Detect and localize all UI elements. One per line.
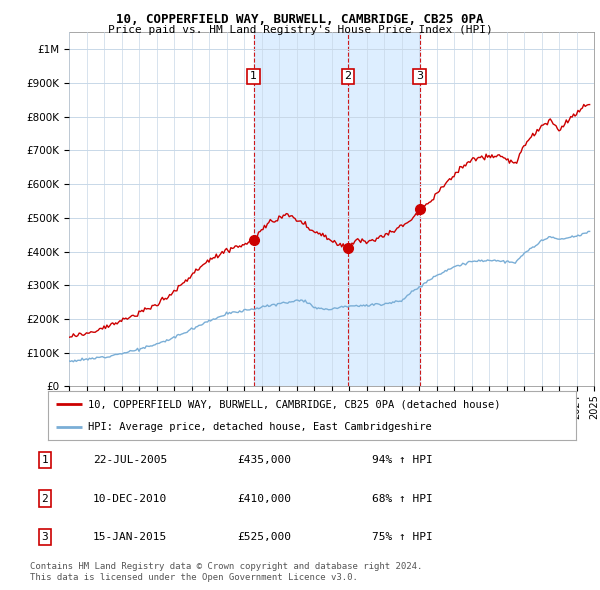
Text: £525,000: £525,000 xyxy=(237,532,291,542)
Text: 3: 3 xyxy=(41,532,49,542)
Text: 22-JUL-2005: 22-JUL-2005 xyxy=(93,455,167,465)
Text: 10, COPPERFIELD WAY, BURWELL, CAMBRIDGE, CB25 0PA: 10, COPPERFIELD WAY, BURWELL, CAMBRIDGE,… xyxy=(116,13,484,26)
Text: Price paid vs. HM Land Registry's House Price Index (HPI): Price paid vs. HM Land Registry's House … xyxy=(107,25,493,35)
Text: 2: 2 xyxy=(41,494,49,503)
Text: £410,000: £410,000 xyxy=(237,494,291,503)
Bar xyxy=(254,32,419,386)
Text: 1: 1 xyxy=(250,71,257,81)
Text: 1: 1 xyxy=(41,455,49,465)
Text: Contains HM Land Registry data © Crown copyright and database right 2024.: Contains HM Land Registry data © Crown c… xyxy=(30,562,422,571)
Text: 68% ↑ HPI: 68% ↑ HPI xyxy=(372,494,433,503)
Text: 2: 2 xyxy=(344,71,352,81)
Text: 75% ↑ HPI: 75% ↑ HPI xyxy=(372,532,433,542)
Text: 10-DEC-2010: 10-DEC-2010 xyxy=(93,494,167,503)
Text: 10, COPPERFIELD WAY, BURWELL, CAMBRIDGE, CB25 0PA (detached house): 10, COPPERFIELD WAY, BURWELL, CAMBRIDGE,… xyxy=(88,399,500,409)
Text: 3: 3 xyxy=(416,71,423,81)
Text: This data is licensed under the Open Government Licence v3.0.: This data is licensed under the Open Gov… xyxy=(30,573,358,582)
Text: 15-JAN-2015: 15-JAN-2015 xyxy=(93,532,167,542)
Text: HPI: Average price, detached house, East Cambridgeshire: HPI: Average price, detached house, East… xyxy=(88,422,431,432)
Text: £435,000: £435,000 xyxy=(237,455,291,465)
Text: 94% ↑ HPI: 94% ↑ HPI xyxy=(372,455,433,465)
